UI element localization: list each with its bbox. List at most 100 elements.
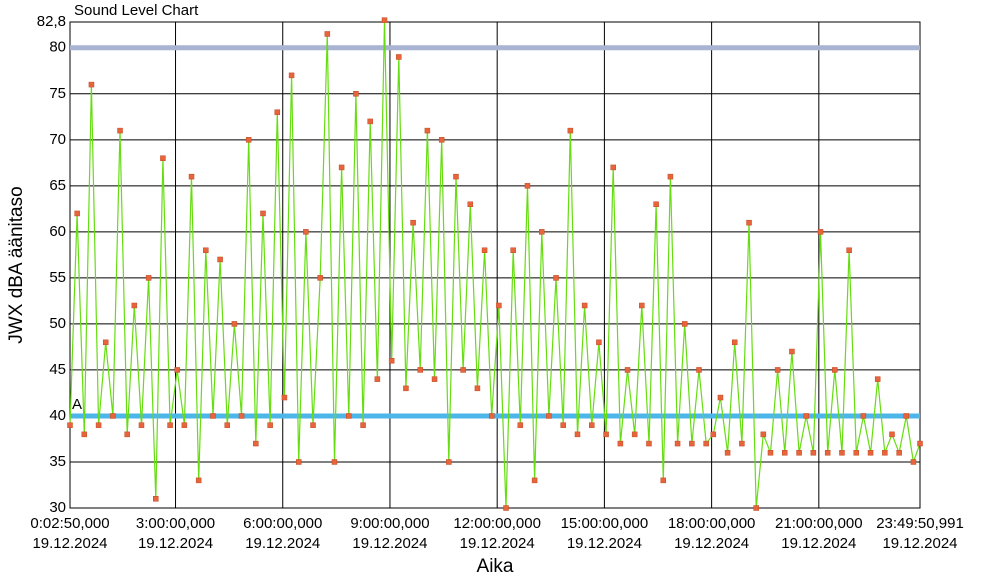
marker bbox=[882, 450, 888, 456]
marker bbox=[789, 348, 795, 355]
marker bbox=[917, 440, 923, 447]
marker bbox=[224, 422, 231, 428]
marker bbox=[667, 173, 674, 180]
marker bbox=[517, 422, 524, 428]
y-tick-label: 30 bbox=[49, 499, 66, 516]
y-axis-label: JWX dBA äänitaso bbox=[6, 186, 27, 343]
marker bbox=[267, 422, 273, 428]
marker bbox=[417, 367, 423, 373]
marker bbox=[474, 385, 481, 392]
marker bbox=[138, 422, 145, 428]
marker bbox=[746, 219, 752, 226]
marker bbox=[231, 321, 238, 327]
marker bbox=[574, 431, 581, 438]
marker bbox=[896, 450, 902, 456]
marker bbox=[188, 173, 195, 180]
marker bbox=[739, 440, 745, 447]
marker bbox=[481, 247, 488, 254]
marker bbox=[460, 367, 466, 373]
marker bbox=[817, 229, 824, 235]
y-tick-label: 82,8 bbox=[37, 13, 66, 30]
marker bbox=[160, 155, 166, 161]
line bbox=[69, 20, 921, 509]
marker bbox=[731, 339, 738, 346]
marker bbox=[310, 422, 316, 428]
x-axis-label: Aika bbox=[477, 556, 514, 577]
marker bbox=[253, 440, 259, 447]
marker bbox=[767, 450, 774, 456]
marker bbox=[681, 321, 688, 327]
marker bbox=[910, 459, 917, 465]
y-tick-label: 45 bbox=[49, 361, 66, 378]
marker bbox=[832, 367, 838, 373]
marker bbox=[110, 413, 116, 419]
marker bbox=[102, 339, 109, 346]
x-tick-label: 6:00:00,000 19.12.2024 bbox=[243, 515, 323, 552]
x-tick-label: 9:00:00,000 19.12.2024 bbox=[350, 515, 430, 552]
marker bbox=[689, 440, 695, 447]
marker bbox=[353, 91, 359, 97]
marker bbox=[324, 31, 331, 37]
marker bbox=[717, 394, 724, 401]
marker bbox=[438, 137, 445, 143]
y-tick-label: 50 bbox=[49, 315, 66, 332]
marker bbox=[589, 422, 595, 428]
marker bbox=[539, 229, 545, 235]
marker bbox=[503, 505, 509, 511]
plot-area bbox=[69, 21, 921, 509]
marker bbox=[281, 394, 288, 401]
marker bbox=[403, 385, 409, 392]
marker bbox=[181, 422, 188, 428]
marker bbox=[496, 302, 502, 309]
marker bbox=[367, 118, 373, 125]
marker bbox=[210, 413, 216, 419]
marker bbox=[696, 367, 702, 373]
marker bbox=[374, 376, 381, 382]
marker bbox=[153, 496, 159, 502]
x-tick-label: 18:00:00,000 19.12.2024 bbox=[667, 515, 756, 552]
marker bbox=[381, 17, 388, 23]
marker bbox=[274, 109, 281, 115]
marker bbox=[81, 431, 88, 438]
marker bbox=[546, 413, 552, 419]
x-tick-label: 12:00:00,000 19.12.2024 bbox=[453, 515, 541, 552]
marker bbox=[431, 376, 438, 382]
marker bbox=[782, 450, 788, 456]
y-tick-label: 60 bbox=[49, 223, 66, 240]
marker bbox=[174, 367, 180, 373]
marker bbox=[388, 357, 395, 364]
marker bbox=[88, 81, 95, 88]
reference-label: A bbox=[72, 396, 82, 413]
marker bbox=[581, 302, 588, 309]
marker bbox=[774, 367, 781, 373]
marker bbox=[410, 219, 416, 226]
marker bbox=[95, 422, 102, 428]
marker bbox=[167, 422, 173, 428]
marker bbox=[488, 413, 495, 419]
marker bbox=[145, 275, 152, 281]
marker bbox=[453, 173, 459, 180]
marker bbox=[295, 459, 302, 465]
marker bbox=[610, 164, 616, 171]
marker bbox=[510, 247, 516, 254]
marker bbox=[703, 440, 709, 447]
marker bbox=[853, 450, 860, 456]
marker bbox=[674, 440, 681, 447]
marker bbox=[596, 339, 602, 346]
marker bbox=[360, 422, 366, 428]
marker bbox=[396, 54, 402, 60]
marker bbox=[260, 210, 266, 217]
y-tick-label: 75 bbox=[49, 85, 66, 102]
marker bbox=[424, 127, 431, 134]
marker bbox=[203, 247, 209, 254]
marker bbox=[710, 431, 717, 438]
marker bbox=[867, 450, 874, 456]
marker bbox=[553, 275, 559, 281]
marker bbox=[124, 431, 130, 438]
marker bbox=[874, 376, 881, 382]
marker bbox=[245, 137, 252, 143]
marker bbox=[803, 413, 809, 419]
marker bbox=[603, 431, 609, 438]
